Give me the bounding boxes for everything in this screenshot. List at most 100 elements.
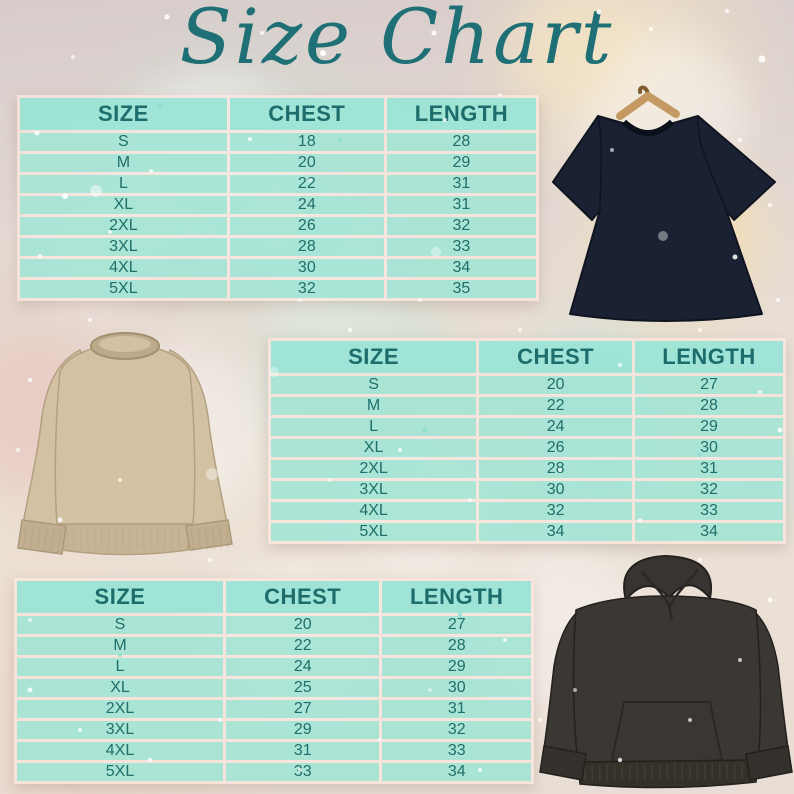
hoodie-pocket bbox=[610, 701, 724, 766]
size-cell: M bbox=[20, 154, 227, 172]
sweatshirt-ribbing bbox=[17, 519, 233, 556]
chest-cell: 28 bbox=[229, 238, 384, 256]
chest-cell: 34 bbox=[479, 523, 633, 541]
size-row: 4XL 31 33 bbox=[17, 742, 531, 760]
wooden-hanger bbox=[616, 85, 680, 120]
sweatshirt-body bbox=[22, 347, 228, 547]
size-cell: 2XL bbox=[271, 460, 477, 478]
size-row: L 22 31 bbox=[20, 175, 536, 193]
size-cell: 5XL bbox=[17, 763, 223, 781]
column-header-size: SIZE bbox=[17, 581, 223, 613]
length-cell: 30 bbox=[382, 679, 531, 697]
size-row: 3XL 30 32 bbox=[271, 481, 783, 499]
chest-cell: 22 bbox=[229, 175, 384, 193]
size-cell: S bbox=[20, 133, 227, 151]
size-cell: 5XL bbox=[20, 280, 227, 298]
chest-cell: 27 bbox=[225, 700, 380, 718]
hoodie-hood bbox=[623, 554, 713, 603]
chest-cell: 28 bbox=[479, 460, 633, 478]
size-row: 3XL 28 33 bbox=[20, 238, 536, 256]
size-row: XL 25 30 bbox=[17, 679, 531, 697]
size-cell: L bbox=[20, 175, 227, 193]
chest-cell: 24 bbox=[225, 658, 380, 676]
chest-cell: 18 bbox=[229, 133, 384, 151]
hoodie-size-table: SIZE CHEST LENGTH S 20 27 M 22 28 L 24 29 XL 25 30 2… bbox=[14, 578, 534, 784]
tan-sweatshirt-image bbox=[17, 332, 233, 556]
length-cell: 29 bbox=[382, 658, 531, 676]
size-cell: 3XL bbox=[20, 238, 227, 256]
chest-cell: 22 bbox=[479, 397, 633, 415]
table-header: SIZE CHEST LENGTH bbox=[271, 341, 783, 373]
tshirt-body bbox=[552, 115, 776, 322]
chest-cell: 26 bbox=[479, 439, 633, 457]
size-cell: 4XL bbox=[20, 259, 227, 277]
size-row: 2XL 28 31 bbox=[271, 460, 783, 478]
size-cell: S bbox=[271, 376, 477, 394]
charcoal-hoodie-image bbox=[539, 554, 793, 789]
length-cell: 29 bbox=[386, 154, 536, 172]
chest-cell: 26 bbox=[229, 217, 384, 235]
size-cell: XL bbox=[20, 196, 227, 214]
column-header-size: SIZE bbox=[20, 98, 227, 130]
tshirt-size-table: SIZE CHEST LENGTH S 18 28 M 20 29 L 22 31 XL 24 31 2… bbox=[17, 95, 539, 301]
size-row: 2XL 26 32 bbox=[20, 217, 536, 235]
length-cell: 31 bbox=[386, 175, 536, 193]
length-cell: 33 bbox=[635, 502, 783, 520]
sweatshirt-size-table: SIZE CHEST LENGTH S 20 27 M 22 28 L 24 29 XL 26 30 2… bbox=[268, 338, 786, 544]
size-row: M 22 28 bbox=[271, 397, 783, 415]
sweatshirt-collar bbox=[90, 332, 160, 360]
chest-cell: 22 bbox=[225, 637, 380, 655]
column-header-size: SIZE bbox=[271, 341, 477, 373]
length-cell: 34 bbox=[386, 259, 536, 277]
table-header: SIZE CHEST LENGTH bbox=[17, 581, 531, 613]
length-cell: 31 bbox=[386, 196, 536, 214]
size-row: L 24 29 bbox=[17, 658, 531, 676]
size-cell: 2XL bbox=[20, 217, 227, 235]
column-header-chest: CHEST bbox=[229, 98, 384, 130]
column-header-length: LENGTH bbox=[635, 341, 783, 373]
size-row: XL 24 31 bbox=[20, 196, 536, 214]
length-cell: 27 bbox=[382, 616, 531, 634]
size-cell: L bbox=[271, 418, 477, 436]
size-row: L 24 29 bbox=[271, 418, 783, 436]
length-cell: 29 bbox=[635, 418, 783, 436]
table-body: S 20 27 M 22 28 L 24 29 XL 25 30 2XL 27 31 3XL 29 32 4XL 31… bbox=[17, 616, 531, 781]
size-cell: M bbox=[271, 397, 477, 415]
size-row: XL 26 30 bbox=[271, 439, 783, 457]
chest-cell: 32 bbox=[229, 280, 384, 298]
table-body: S 20 27 M 22 28 L 24 29 XL 26 30 2XL 28 31 3XL 30 32 4XL 32… bbox=[271, 376, 783, 541]
chest-cell: 30 bbox=[229, 259, 384, 277]
column-header-chest: CHEST bbox=[225, 581, 380, 613]
chest-cell: 32 bbox=[479, 502, 633, 520]
size-cell: L bbox=[17, 658, 223, 676]
size-row: M 22 28 bbox=[17, 637, 531, 655]
size-cell: 2XL bbox=[17, 700, 223, 718]
chest-cell: 24 bbox=[229, 196, 384, 214]
table-body: S 18 28 M 20 29 L 22 31 XL 24 31 2XL 26 32 3XL 28 33 4XL 30… bbox=[20, 133, 536, 298]
size-row: 4XL 30 34 bbox=[20, 259, 536, 277]
size-cell: XL bbox=[17, 679, 223, 697]
length-cell: 34 bbox=[635, 523, 783, 541]
size-row: 3XL 29 32 bbox=[17, 721, 531, 739]
size-cell: 4XL bbox=[17, 742, 223, 760]
size-cell: XL bbox=[271, 439, 477, 457]
length-cell: 32 bbox=[635, 481, 783, 499]
length-cell: 28 bbox=[386, 133, 536, 151]
size-row: 5XL 34 34 bbox=[271, 523, 783, 541]
length-cell: 31 bbox=[635, 460, 783, 478]
length-cell: 33 bbox=[382, 742, 531, 760]
length-cell: 35 bbox=[386, 280, 536, 298]
length-cell: 33 bbox=[386, 238, 536, 256]
column-header-length: LENGTH bbox=[382, 581, 531, 613]
size-row: 2XL 27 31 bbox=[17, 700, 531, 718]
size-row: S 20 27 bbox=[17, 616, 531, 634]
chest-cell: 31 bbox=[225, 742, 380, 760]
size-row: 5XL 32 35 bbox=[20, 280, 536, 298]
column-header-chest: CHEST bbox=[479, 341, 633, 373]
chest-cell: 20 bbox=[225, 616, 380, 634]
length-cell: 32 bbox=[386, 217, 536, 235]
size-cell: 3XL bbox=[17, 721, 223, 739]
chest-cell: 24 bbox=[479, 418, 633, 436]
length-cell: 32 bbox=[382, 721, 531, 739]
